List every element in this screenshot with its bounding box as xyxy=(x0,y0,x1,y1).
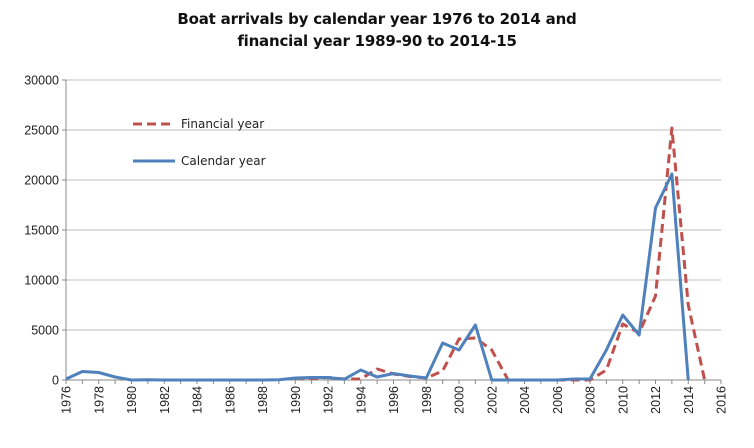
x-tick-labels: 1976 1978 1980 1982 1984 1986 1988 1990 1992 1994… xyxy=(60,386,729,414)
y-tick-label: 5000 xyxy=(31,324,59,338)
x-tick-label: 1988 xyxy=(256,386,270,414)
chart-title-line-2: financial year 1989-90 to 2014-15 xyxy=(237,32,517,50)
y-tick-label: 10000 xyxy=(24,274,59,288)
x-tick-label: 1980 xyxy=(125,386,139,414)
series-lines xyxy=(65,126,707,382)
legend-label-calendar-year: Calendar year xyxy=(181,154,266,168)
x-tick-label: 2010 xyxy=(616,386,630,414)
x-tick-label: 1978 xyxy=(92,386,106,414)
x-tick-label: 1986 xyxy=(223,386,237,414)
x-tick-label: 1998 xyxy=(420,386,434,414)
y-tick-label: 30000 xyxy=(24,74,59,88)
x-tick-label: 1976 xyxy=(60,386,74,414)
y-tick-labels: 0 5000 10000 15000 20000 25000 30000 xyxy=(24,74,59,388)
series-line-calendar-year xyxy=(65,172,690,382)
x-tick-label: 1990 xyxy=(289,386,303,414)
x-tick-label: 2012 xyxy=(649,386,663,414)
x-tick-label: 2006 xyxy=(551,386,565,414)
x-tick-label: 2000 xyxy=(453,386,467,414)
x-tick-label: 1984 xyxy=(191,386,205,414)
x-tick-label: 1994 xyxy=(354,386,368,414)
x-tick-label: 1992 xyxy=(322,386,336,414)
series-line-financial-year xyxy=(295,126,707,382)
axes xyxy=(62,79,722,384)
legend-label-financial-year: Financial year xyxy=(181,117,264,131)
y-tick-label: 20000 xyxy=(24,174,59,188)
y-tick-label: 0 xyxy=(52,374,59,388)
gridlines xyxy=(66,79,721,331)
x-tick-label: 1996 xyxy=(387,386,401,414)
legend: Financial year Calendar year xyxy=(133,117,266,168)
y-tick-label: 15000 xyxy=(24,224,59,238)
x-tick-label: 2014 xyxy=(682,386,696,414)
y-tick-label: 25000 xyxy=(24,124,59,138)
x-tick-label: 1982 xyxy=(158,386,172,414)
x-tick-label: 2002 xyxy=(485,386,499,414)
chart-title-line-1: Boat arrivals by calendar year 1976 to 2… xyxy=(177,10,577,28)
x-tick-label: 2004 xyxy=(518,386,532,414)
x-tick-label: 2008 xyxy=(584,386,598,414)
x-tick-label: 2016 xyxy=(715,386,729,414)
